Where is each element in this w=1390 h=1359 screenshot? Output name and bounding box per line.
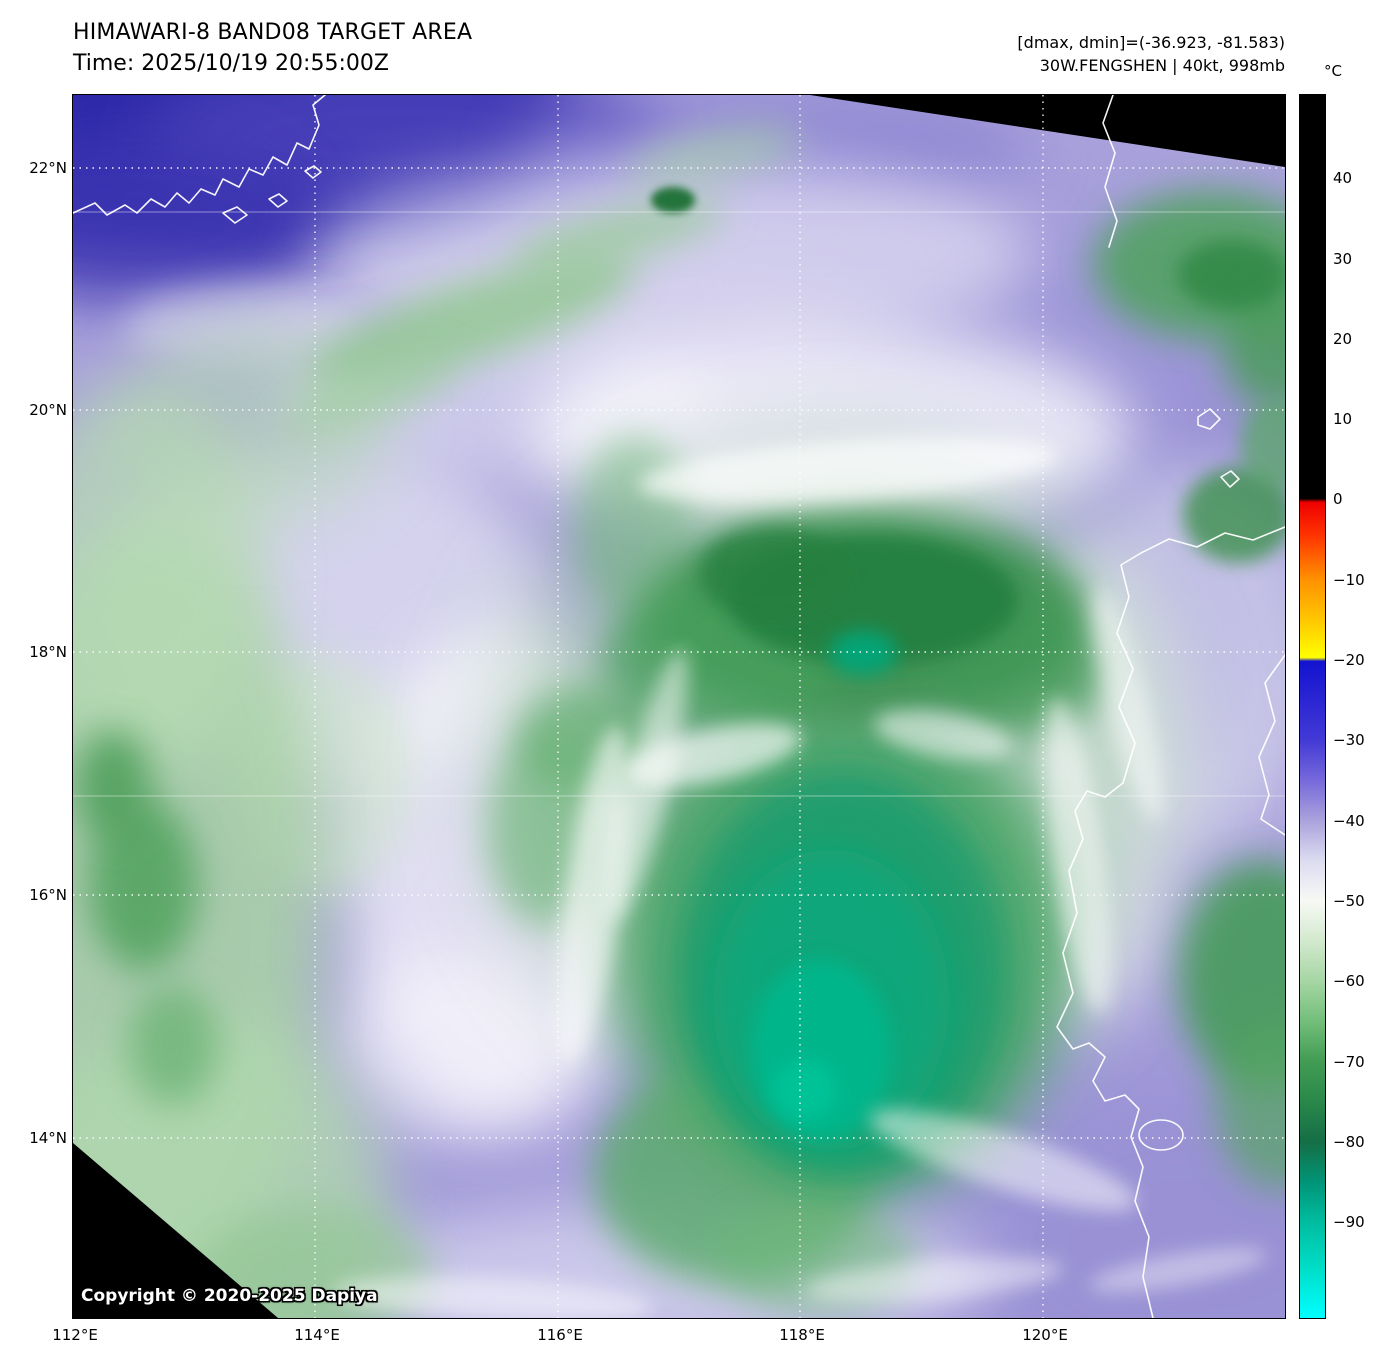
lat-tick-label: 18°N [29, 643, 67, 661]
colorbar-tick-label: 20 [1333, 330, 1353, 348]
off-scan-areas [73, 95, 1285, 1318]
lon-tick-label: 116°E [537, 1326, 583, 1344]
colorbar-tick-label: −40 [1333, 812, 1365, 830]
lon-tick-label: 118°E [779, 1326, 825, 1344]
colorbar-tick-label: −30 [1333, 731, 1365, 749]
colorbar-tick-label: −60 [1333, 972, 1365, 990]
page-title: HIMAWARI-8 BAND08 TARGET AREA [73, 20, 473, 45]
colorbar-tick-label: 30 [1333, 250, 1353, 268]
colorbar-tick-label: 10 [1333, 410, 1353, 428]
header-info: [dmax, dmin]=(-36.923, -81.583) 30W.FENG… [1017, 31, 1285, 77]
dmax-dmin-label: [dmax, dmin]=(-36.923, -81.583) [1017, 33, 1285, 52]
lon-tick-label: 120°E [1022, 1326, 1068, 1344]
cloud-wisps [333, 436, 1267, 1318]
colorbar-gradient [1299, 94, 1326, 1319]
colorbar-tick-label: 40 [1333, 169, 1353, 187]
colorbar-tick-label: −90 [1333, 1213, 1365, 1231]
lon-tick-label: 114°E [294, 1326, 340, 1344]
lat-tick-label: 14°N [29, 1129, 67, 1147]
satellite-map: Copyright © 2020-2025 Dapiya [72, 94, 1286, 1319]
coastlines [73, 95, 1285, 1318]
satellite-image [73, 95, 1285, 1318]
colorbar-tick-label: −80 [1333, 1133, 1365, 1151]
lon-tick-label: 112°E [52, 1326, 98, 1344]
scan-seams [73, 211, 1285, 797]
colorbar-unit-label: °C [1324, 62, 1342, 80]
colorbar-tick-label: −20 [1333, 651, 1365, 669]
copyright-label: Copyright © 2020-2025 Dapiya [81, 1286, 378, 1306]
timestamp-label: Time: 2025/10/19 20:55:00Z [73, 51, 389, 76]
colorbar-tick-label: −70 [1333, 1053, 1365, 1071]
storm-info-label: 30W.FENGSHEN | 40kt, 998mb [1039, 56, 1285, 75]
lat-tick-label: 16°N [29, 886, 67, 904]
storm-cold-core [678, 631, 1008, 1180]
colorbar-tick-label: −10 [1333, 571, 1365, 589]
colorbar-tick-label: −50 [1333, 892, 1365, 910]
lat-tick-label: 20°N [29, 401, 67, 419]
lat-tick-label: 22°N [29, 159, 67, 177]
graticule [73, 95, 1285, 1318]
colorbar-tick-label: 0 [1333, 490, 1343, 508]
